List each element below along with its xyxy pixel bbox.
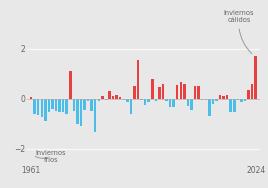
Bar: [58, 99, 61, 112]
Text: Inviernos
fríos: Inviernos fríos: [35, 150, 66, 163]
Bar: [233, 99, 236, 112]
Text: Inviernos
cálidos: Inviernos cálidos: [224, 11, 254, 54]
Bar: [76, 99, 79, 124]
Bar: [119, 97, 121, 99]
Bar: [204, 99, 207, 100]
Bar: [162, 84, 164, 99]
Bar: [34, 99, 36, 114]
Bar: [198, 86, 200, 99]
Bar: [98, 99, 100, 101]
Bar: [37, 99, 39, 115]
Bar: [151, 79, 154, 99]
Bar: [87, 99, 89, 101]
Bar: [172, 99, 175, 107]
Bar: [165, 99, 168, 101]
Bar: [169, 99, 171, 107]
Bar: [215, 99, 218, 101]
Bar: [226, 95, 228, 99]
Bar: [80, 99, 82, 126]
Bar: [254, 56, 257, 99]
Bar: [51, 99, 54, 109]
Bar: [155, 99, 157, 101]
Bar: [190, 99, 193, 110]
Bar: [180, 83, 182, 99]
Bar: [187, 99, 189, 106]
Bar: [219, 95, 221, 99]
Bar: [240, 99, 243, 102]
Bar: [229, 99, 232, 112]
Bar: [222, 96, 225, 99]
Bar: [62, 99, 64, 112]
Bar: [105, 99, 107, 100]
Bar: [83, 99, 86, 110]
Bar: [73, 99, 75, 111]
Bar: [244, 99, 246, 101]
Bar: [133, 86, 136, 99]
Bar: [48, 99, 50, 112]
Bar: [112, 96, 114, 99]
Bar: [55, 99, 57, 111]
Bar: [183, 84, 186, 99]
Bar: [65, 99, 68, 114]
Bar: [194, 86, 196, 99]
Bar: [158, 87, 161, 99]
Bar: [137, 60, 139, 99]
Bar: [212, 99, 214, 104]
Bar: [176, 85, 178, 99]
Bar: [116, 95, 118, 99]
Bar: [130, 99, 132, 114]
Bar: [251, 84, 253, 99]
Bar: [237, 99, 239, 100]
Bar: [108, 91, 111, 99]
Bar: [94, 99, 96, 132]
Bar: [40, 99, 43, 118]
Bar: [30, 97, 32, 99]
Bar: [140, 99, 143, 100]
Bar: [208, 99, 211, 116]
Bar: [44, 99, 47, 121]
Bar: [247, 90, 250, 99]
Bar: [69, 71, 72, 99]
Bar: [90, 99, 93, 111]
Bar: [101, 96, 104, 99]
Bar: [201, 99, 203, 100]
Bar: [147, 99, 150, 102]
Bar: [144, 99, 146, 105]
Bar: [122, 99, 125, 100]
Bar: [126, 99, 129, 102]
